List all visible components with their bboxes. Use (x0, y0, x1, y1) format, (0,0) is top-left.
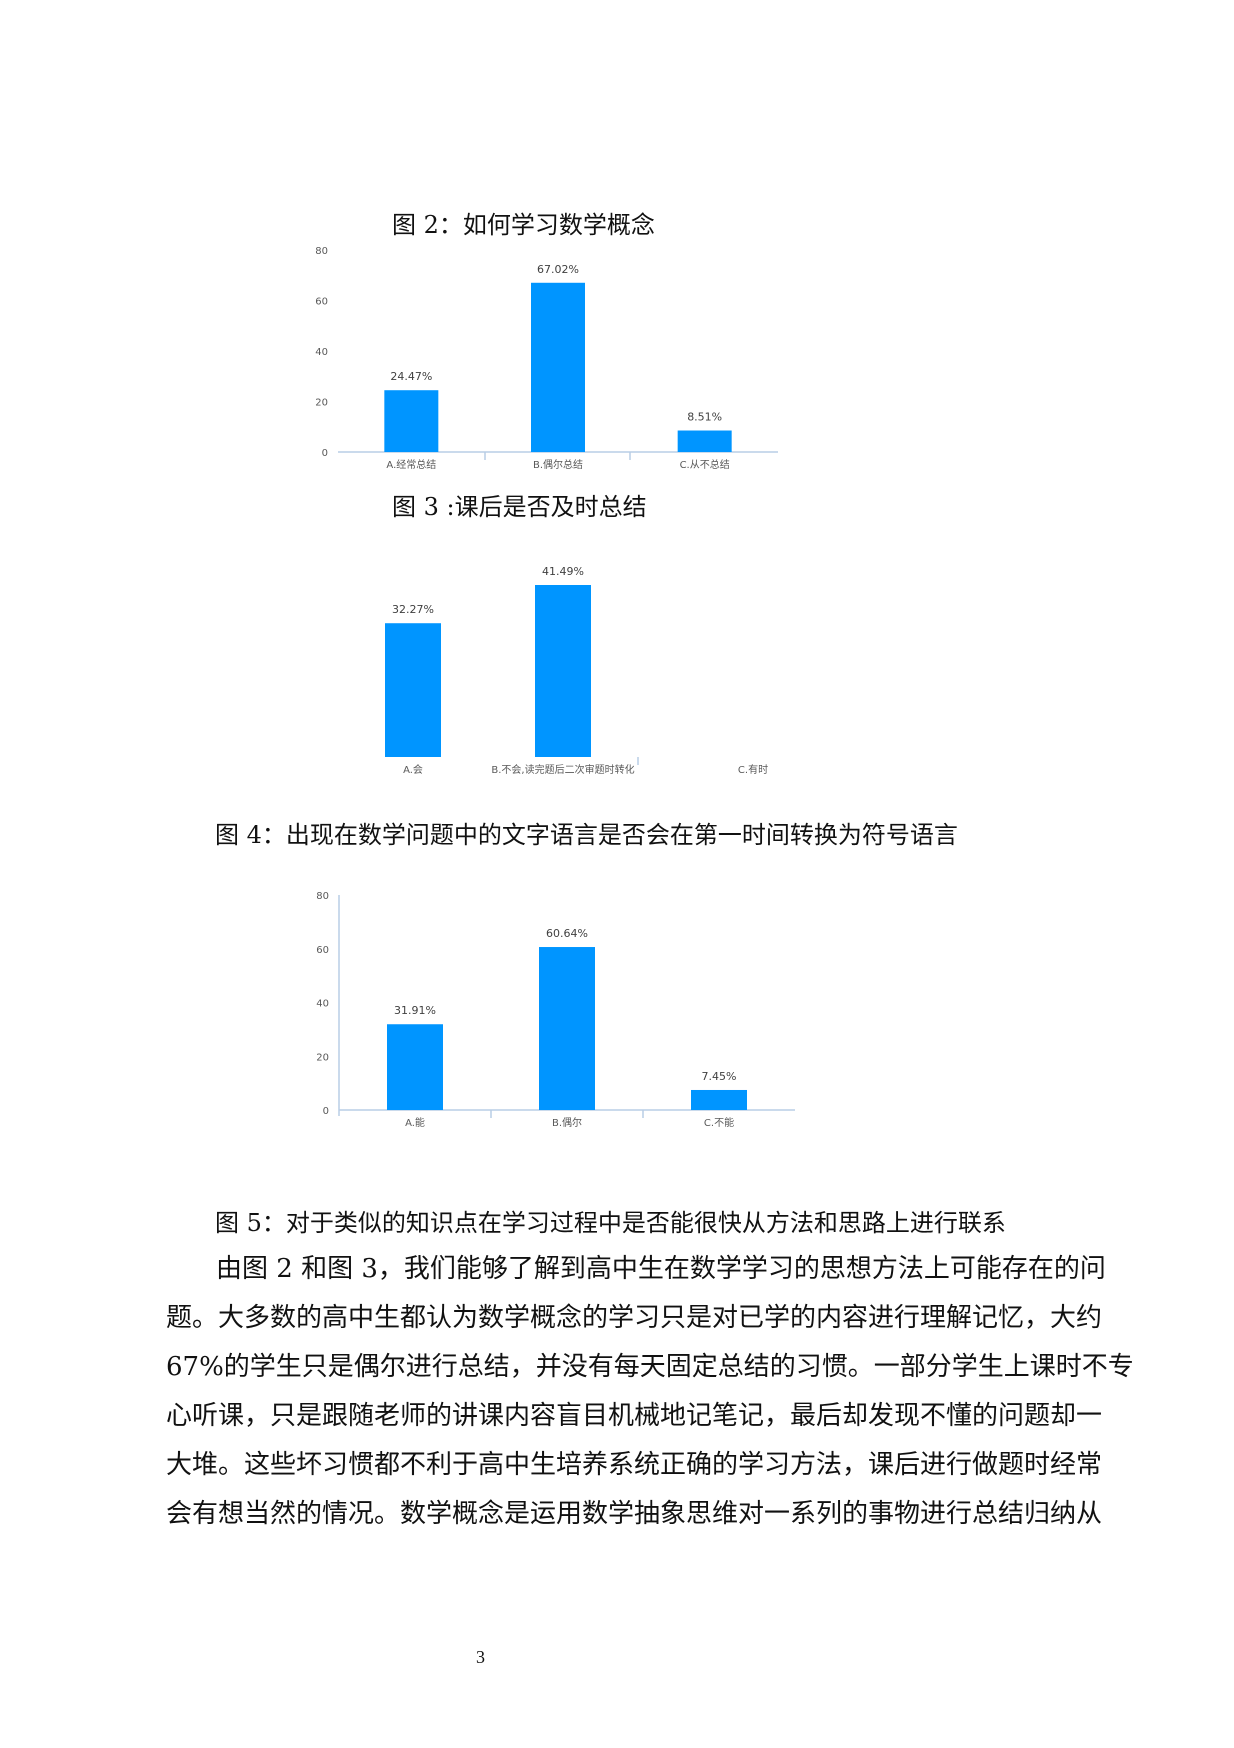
page-number: 3 (476, 1647, 485, 1667)
category-label: C.不能 (704, 1116, 734, 1129)
data-label: 31.91% (394, 1004, 436, 1017)
y-tick-label: 80 (316, 891, 329, 902)
category-label: A.会 (403, 763, 423, 776)
figure-4-caption: 图 4：出现在数学问题中的文字语言是否会在第一时间转换为符号语言 (215, 821, 958, 849)
data-label: 24.47% (390, 370, 432, 383)
paragraph-line: 题。大多数的高中生都认为数学概念的学习只是对已学的内容进行理解记忆，大约 (166, 1303, 1103, 1333)
data-label: 8.51% (687, 411, 722, 424)
bar (691, 1089, 747, 1110)
category-label: A.能 (405, 1116, 425, 1129)
category-label: C.从不总结 (680, 458, 730, 471)
y-tick-label: 40 (315, 347, 328, 358)
y-tick-label: 20 (316, 1052, 329, 1063)
data-label: 41.49% (542, 565, 584, 578)
category-label: A.经常总结 (386, 458, 436, 471)
category-label: C.有时 (738, 763, 768, 776)
y-tick-label: 20 (315, 398, 328, 409)
y-tick-label: 40 (316, 999, 329, 1010)
bar (531, 282, 585, 452)
bar (539, 947, 595, 1110)
y-tick-label: 0 (322, 448, 328, 459)
figure-2-caption: 图 2：如何学习数学概念 (392, 211, 655, 239)
y-tick-label: 60 (315, 297, 328, 308)
bar (387, 1024, 443, 1110)
category-label: B.偶尔 (552, 1116, 582, 1129)
bar (384, 390, 439, 452)
paragraph-line: 会有想当然的情况。数学概念是运用数学抽象思维对一系列的事物进行总结归纳从 (166, 1499, 1103, 1529)
category-label: B.不会,读完题后二次审题时转化 (491, 763, 634, 776)
paragraph-line: 由图 2 和图 3，我们能够了解到高中生在数学学习的思想方法上可能存在的问 (216, 1254, 1106, 1284)
bar (385, 623, 441, 757)
paragraph-line: 67%的学生只是偶尔进行总结，并没有每天固定总结的习惯。一部分学生上课时不专 (166, 1352, 1134, 1382)
paragraph-line: 大堆。这些坏习惯都不利于高中生培养系统正确的学习方法，课后进行做题时经常 (166, 1450, 1103, 1480)
y-tick-label: 0 (323, 1106, 329, 1117)
y-tick-label: 80 (315, 246, 328, 257)
paragraph-line: 心听课，只是跟随老师的讲课内容盲目机械地记笔记，最后却发现不懂的问题却一 (166, 1401, 1103, 1431)
bar (677, 430, 732, 452)
y-tick-label: 60 (316, 945, 329, 956)
bar (535, 585, 591, 757)
category-label: B.偶尔总结 (533, 458, 583, 471)
data-label: 60.64% (546, 927, 588, 940)
figure-3-caption: 图 3 :课后是否及时总结 (392, 493, 647, 521)
figure-5-caption: 图 5：对于类似的知识点在学习过程中是否能很快从方法和思路上进行联系 (215, 1209, 1006, 1237)
data-label: 32.27% (392, 603, 434, 616)
data-label: 67.02% (537, 263, 579, 276)
data-label: 7.45% (702, 1070, 737, 1083)
